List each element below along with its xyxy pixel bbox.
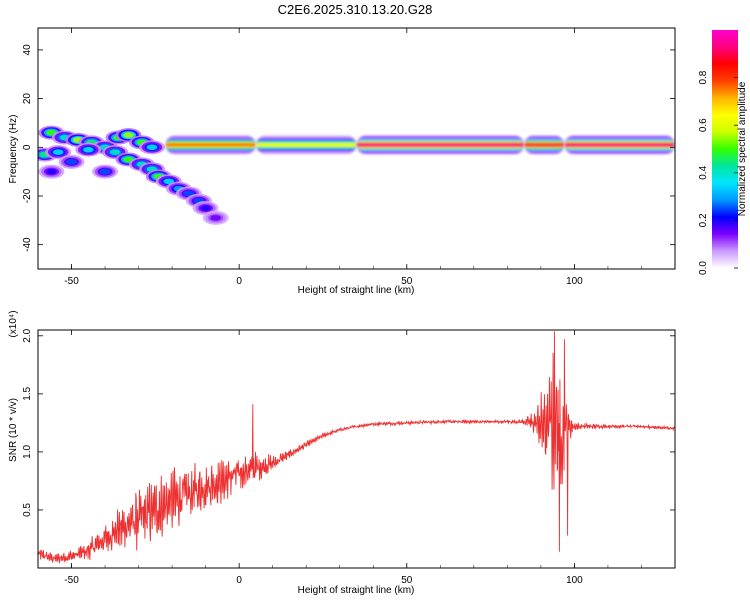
band-segment — [564, 135, 675, 154]
snr-series-line — [38, 331, 675, 564]
x-tick-label: 50 — [401, 276, 413, 287]
x-tick-label: -50 — [64, 575, 79, 586]
spectrogram-main-band — [165, 135, 675, 154]
spectrogram-panel: -50 0 50 100 -40 -20 0 20 40 Height of straight … — [8, 27, 676, 296]
x-tick-label: -50 — [64, 276, 79, 287]
colorbar-tick-label: 0.8 — [698, 70, 709, 84]
snr-multiplier: (x10⁴) — [8, 310, 19, 337]
x-tick-label: 0 — [236, 276, 242, 287]
y-tick-label: 0 — [22, 144, 33, 150]
snr-ylabel: SNR (10 * v/v) — [8, 398, 19, 462]
colorbar-tick-label: 0.4 — [698, 165, 709, 179]
spectrogram-blob — [92, 164, 119, 179]
snr-plot-area — [38, 330, 675, 568]
spectrogram-blob — [38, 164, 65, 179]
spectrogram-ticks: -50 0 50 100 -40 -20 0 20 40 — [22, 28, 676, 287]
band-segment — [356, 135, 525, 154]
spectrogram-xlabel: Height of straight line (km) — [298, 285, 415, 296]
spectrogram-blob — [202, 210, 229, 225]
x-tick-label: 100 — [566, 575, 583, 586]
spectrogram-ylabel: Frequency (Hz) — [8, 115, 19, 184]
x-tick-label: 0 — [236, 575, 242, 586]
spectrogram-blob — [58, 154, 85, 169]
figure-title: C2E6.2025.310.13.20.G28 — [278, 2, 433, 17]
colorbar-tick-label: 0.6 — [698, 118, 709, 132]
colorbar-tick-label: 0.0 — [698, 261, 709, 275]
spectrogram-blob — [138, 140, 165, 155]
band-segment — [255, 135, 357, 154]
snr-panel: -50 0 50 100 0.5 1.0 1.5 2.0 Height of straight… — [8, 310, 676, 596]
colorbar-label: Normalized spectral amplitude — [737, 81, 748, 216]
y-tick-label: 0.5 — [22, 503, 33, 517]
colorbar-gradient — [712, 30, 738, 268]
colorbar: 0.0 0.2 0.4 0.6 0.8 Normalized spectral ampl… — [698, 30, 748, 275]
snr-xlabel: Height of straight line (km) — [298, 585, 415, 596]
y-tick-label: 40 — [22, 44, 33, 56]
spectrogram-frame — [37, 27, 676, 270]
snr-frame — [37, 329, 676, 569]
spectrogram-blob — [45, 145, 72, 160]
y-tick-label: 1.0 — [22, 445, 33, 459]
snr-ticks: -50 0 50 100 0.5 1.0 1.5 2.0 — [22, 328, 676, 586]
spectrogram-blobs — [38, 125, 229, 225]
y-tick-label: 2.0 — [22, 328, 33, 342]
spectrogram-blob — [75, 142, 102, 157]
y-tick-label: 20 — [22, 93, 33, 105]
band-segment — [165, 135, 256, 154]
y-tick-label: -40 — [22, 237, 33, 252]
colorbar-tick-label: 0.2 — [698, 213, 709, 227]
spectrogram-blob — [192, 201, 219, 216]
colorbar-ticks: 0.0 0.2 0.4 0.6 0.8 — [698, 70, 738, 275]
y-tick-label: 1.5 — [22, 386, 33, 400]
x-tick-label: 50 — [401, 575, 413, 586]
y-tick-label: -20 — [22, 188, 33, 203]
x-tick-label: 100 — [566, 276, 583, 287]
band-segment — [524, 135, 565, 154]
